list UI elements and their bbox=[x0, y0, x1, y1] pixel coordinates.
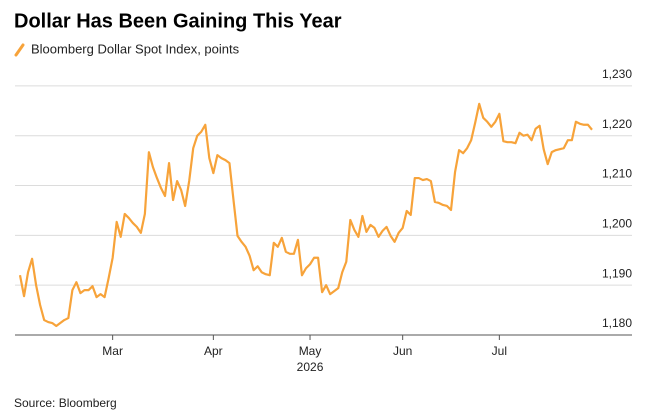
y-tick-label: 1,180 bbox=[602, 316, 632, 330]
y-tick-label: 1,220 bbox=[602, 117, 632, 131]
y-tick-label: 1,200 bbox=[602, 217, 632, 231]
y-tick-label: 1,190 bbox=[602, 266, 632, 280]
x-tick-label: Apr bbox=[204, 344, 223, 358]
x-axis-label: 2026 bbox=[297, 360, 324, 374]
legend-swatch bbox=[14, 43, 25, 57]
x-tick-label: Jul bbox=[492, 344, 507, 358]
y-tick-label: 1,230 bbox=[602, 67, 632, 81]
y-tick-label: 1,210 bbox=[602, 167, 632, 181]
chart-title: Dollar Has Been Gaining This Year bbox=[14, 10, 342, 32]
x-tick-label: Jun bbox=[393, 344, 412, 358]
source: Source: Bloomberg bbox=[14, 396, 117, 410]
x-tick-label: Mar bbox=[102, 344, 123, 358]
data-line bbox=[18, 102, 593, 328]
x-tick-label: May bbox=[299, 344, 322, 358]
legend-label: Bloomberg Dollar Spot Index, points bbox=[31, 41, 240, 56]
